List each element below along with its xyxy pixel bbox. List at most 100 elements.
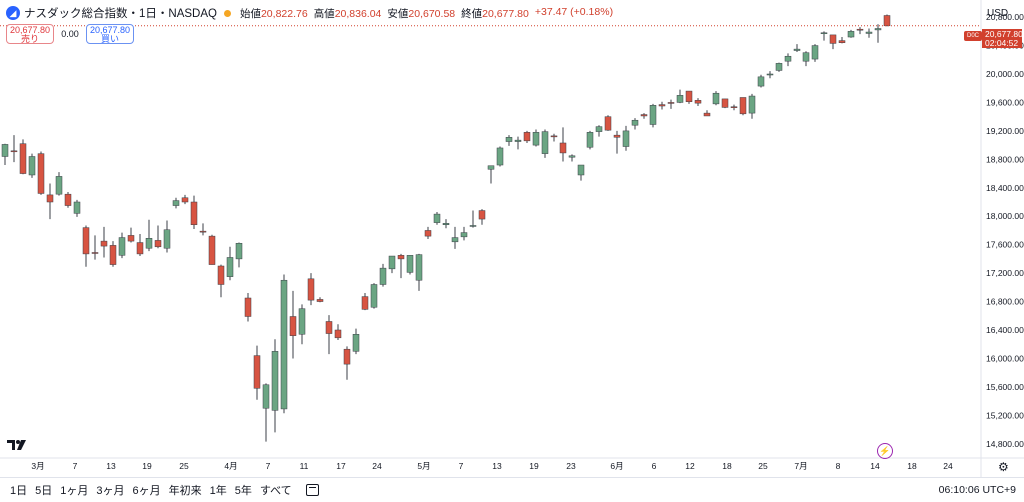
candle [406, 255, 414, 275]
time-tick-label: 25 [758, 461, 768, 471]
candle [262, 383, 270, 442]
candle-body [10, 150, 18, 153]
candle [199, 223, 207, 236]
trade-panel: 20,677.80 売り 0.00 20,677.80 買い [6, 24, 134, 44]
candle-body [793, 48, 801, 51]
open-label: 始値 [239, 7, 261, 20]
candle [334, 324, 342, 340]
candle-body [298, 308, 306, 335]
candle-body [640, 114, 648, 117]
candle [118, 232, 126, 259]
candle [496, 146, 504, 167]
clock-readout[interactable]: 06:10:06 UTC+9 [938, 484, 1016, 496]
candle-body [397, 255, 405, 260]
candle [685, 90, 693, 104]
candle [361, 293, 369, 311]
candle-body [613, 134, 621, 138]
candle [811, 44, 819, 62]
candle-body [370, 284, 378, 308]
candle [631, 118, 639, 130]
candle [847, 29, 855, 38]
candle-body [856, 28, 864, 31]
candle [703, 110, 711, 117]
close-value: 20,677.80 [482, 7, 529, 20]
range-all-button[interactable]: すべて [259, 485, 292, 497]
candle [181, 194, 189, 205]
range-1y-button[interactable]: 1年 [209, 485, 227, 497]
candle [523, 130, 531, 143]
candle-body [82, 227, 90, 255]
candle [532, 129, 540, 147]
candle [244, 293, 252, 322]
candle-body [262, 384, 270, 409]
range-5d-button[interactable]: 5日 [35, 485, 53, 497]
candle-body [181, 197, 189, 203]
candle [469, 210, 477, 228]
candle-body [172, 200, 180, 206]
candle-body [334, 329, 342, 339]
time-tick-label: 5月 [417, 461, 430, 471]
candle-body [91, 252, 99, 254]
time-tick-label: 7月 [794, 461, 807, 471]
lightning-icon[interactable]: ⚡ [877, 443, 893, 459]
candle [433, 211, 441, 225]
candle-body [820, 32, 828, 35]
candle [46, 183, 54, 220]
time-tick-label: 19 [529, 461, 539, 471]
price-chart[interactable]: 14,800.00 15,200.00 15,600.00 16,000.00 16,4… [0, 0, 1024, 477]
candle [820, 31, 828, 41]
candle-body [757, 76, 765, 87]
high-label: 高値 [313, 7, 335, 20]
candle [559, 127, 567, 162]
change-value: +37.47 (+0.18%) [534, 5, 614, 18]
candle [442, 219, 450, 229]
candle [586, 130, 594, 150]
currency-selector[interactable]: USD [987, 8, 1009, 19]
tradingview-logo-icon[interactable] [7, 438, 29, 452]
candle [856, 27, 864, 35]
candle-body [739, 97, 747, 115]
candle [352, 328, 360, 355]
candle [775, 62, 783, 72]
symbol-title[interactable]: ナスダック総合指数・1日・NASDAQ [24, 8, 217, 20]
candle [55, 172, 63, 196]
candle [640, 113, 648, 119]
gear-icon[interactable]: ⚙ [998, 460, 1009, 474]
range-3m-button[interactable]: 3ヶ月 [96, 485, 125, 497]
calendar-icon[interactable] [305, 484, 319, 496]
candle-body [118, 237, 126, 256]
candle [127, 227, 135, 243]
sell-button[interactable]: 20,677.80 売り [6, 24, 54, 44]
price-tick-label: 18,400.00 [986, 183, 1024, 193]
range-1m-button[interactable]: 1ヶ月 [60, 485, 89, 497]
buy-button[interactable]: 20,677.80 買い [86, 24, 134, 44]
candle-body [865, 31, 873, 34]
candle-body [460, 232, 468, 238]
candle [721, 98, 729, 109]
time-tick-label: 6月 [610, 461, 623, 471]
candle-body [829, 34, 837, 44]
candle [1, 143, 9, 166]
candle [550, 133, 558, 142]
candle-body [415, 254, 423, 281]
candle-body [352, 334, 360, 352]
range-5y-button[interactable]: 5年 [234, 485, 252, 497]
candle-body [685, 90, 693, 102]
candle-body [37, 153, 45, 194]
candle [541, 129, 549, 158]
sell-price: 20,677.80 [9, 25, 51, 35]
candle-body [658, 104, 666, 107]
candle [226, 246, 234, 281]
symbol-badge: D0C [964, 31, 982, 41]
range-6m-button[interactable]: 6ヶ月 [132, 485, 161, 497]
range-ytd-button[interactable]: 年初来 [168, 485, 202, 497]
market-status-dot[interactable] [223, 9, 231, 17]
candle-body [163, 229, 171, 249]
candle-body [343, 348, 351, 365]
candle [289, 290, 297, 359]
range-1d-button[interactable]: 1日 [10, 485, 28, 497]
candle [649, 103, 657, 128]
candle-body [712, 92, 720, 105]
candle [784, 53, 792, 67]
